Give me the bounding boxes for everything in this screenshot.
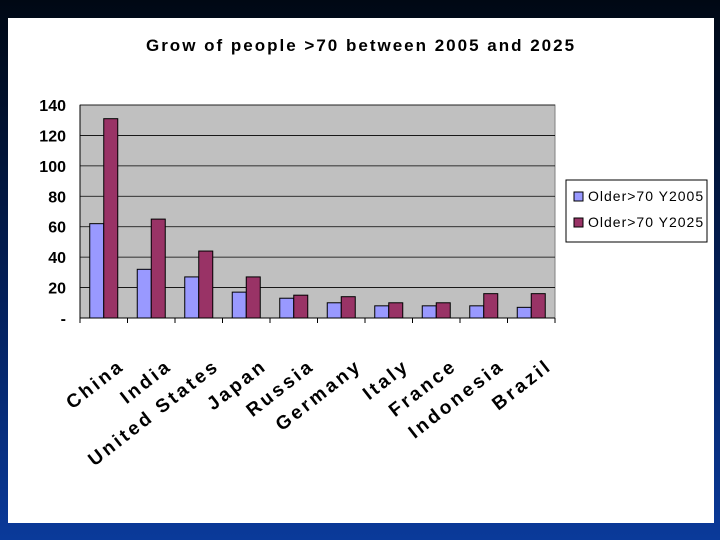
bar-2025 (198, 250, 214, 319)
bar-2025 (245, 276, 261, 319)
bar-2025 (435, 302, 451, 319)
bar-2025 (530, 293, 546, 319)
bar-2005 (516, 306, 532, 319)
bar-2025 (388, 302, 404, 319)
bar-2005 (89, 223, 105, 319)
bar-chart: Grow of people >70 between 2005 and 2025… (39, 36, 708, 471)
y-tick-label: 80 (48, 189, 66, 206)
y-tick-label: 40 (48, 250, 66, 267)
y-tick-label: 60 (48, 220, 66, 237)
bar-2025 (293, 294, 309, 319)
legend-entry: Older>70 Y2005 (588, 188, 704, 204)
bar-2005 (184, 276, 200, 319)
bar-2005 (469, 305, 485, 319)
legend-box (565, 179, 708, 243)
bar-2005 (136, 268, 152, 319)
bar-2025 (340, 296, 356, 319)
y-tick-label: 120 (39, 128, 66, 145)
y-tick-label: 20 (48, 281, 66, 298)
legend-swatch (573, 217, 584, 228)
bar-2005 (374, 305, 390, 319)
legend-swatch (573, 191, 584, 202)
bar-2005 (421, 305, 437, 319)
bar-2005 (326, 302, 342, 319)
chart-title: Grow of people >70 between 2005 and 2025 (146, 36, 576, 55)
x-tick-label: China (62, 355, 128, 413)
slide: Grow of people >70 between 2005 and 2025… (8, 18, 714, 523)
bar-2005 (231, 291, 247, 319)
y-tick-label: 100 (39, 159, 66, 176)
bar-2025 (150, 218, 166, 319)
legend: Older>70 Y2005 Older>70 Y2025 (565, 179, 708, 243)
y-tick-label: - (61, 311, 66, 328)
y-tick-label: 140 (39, 98, 66, 115)
legend-entry: Older>70 Y2025 (588, 214, 704, 230)
bar-2005 (279, 297, 295, 319)
bar-2025 (483, 293, 499, 319)
bar-2025 (103, 118, 119, 319)
